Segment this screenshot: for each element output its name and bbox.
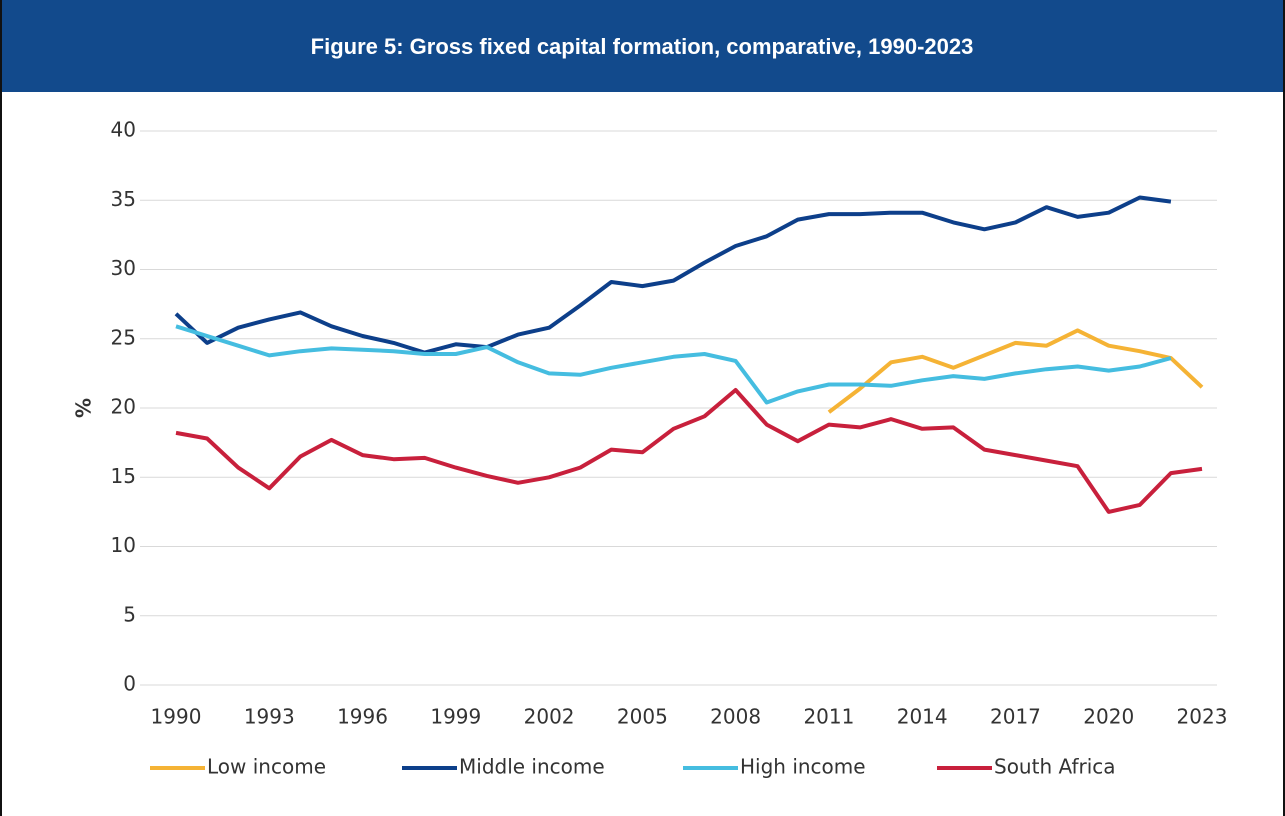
y-tick-label: 0	[123, 672, 136, 696]
y-tick-label: 35	[111, 187, 136, 211]
y-tick-label: 10	[111, 533, 136, 557]
x-tick-label: 2023	[1177, 705, 1228, 729]
series-line	[174, 195, 1172, 355]
y-tick-label: 5	[123, 602, 136, 626]
x-tick-label: 2011	[803, 705, 854, 729]
x-tick-label: 2017	[990, 705, 1041, 729]
legend-label: Low income	[207, 755, 326, 779]
series-line	[175, 324, 1172, 405]
header-bar	[0, 0, 1285, 92]
y-tick-label: 15	[111, 464, 136, 488]
x-tick-label: 2005	[617, 705, 668, 729]
y-tick-label: 20	[111, 395, 136, 419]
chart-title: Figure 5: Gross fixed capital formation,…	[311, 34, 974, 59]
x-tick-label: 1993	[244, 705, 295, 729]
legend-label: South Africa	[994, 755, 1116, 779]
y-tick-label: 30	[111, 256, 136, 280]
x-tick-label: 2014	[897, 705, 948, 729]
x-tick-label: 1996	[337, 705, 388, 729]
y-tick-label: 25	[111, 325, 136, 349]
x-tick-label: 2002	[524, 705, 575, 729]
y-tick-label: 40	[111, 118, 136, 142]
x-tick-label: 1999	[430, 705, 481, 729]
y-axis-label: %	[72, 398, 96, 418]
x-tick-label: 2008	[710, 705, 761, 729]
x-tick-label: 2020	[1083, 705, 1134, 729]
x-tick-label: 1990	[151, 705, 202, 729]
series-line	[827, 328, 1204, 414]
legend-label: High income	[740, 755, 866, 779]
series-line	[175, 388, 1203, 514]
legend-label: Middle income	[459, 755, 605, 779]
